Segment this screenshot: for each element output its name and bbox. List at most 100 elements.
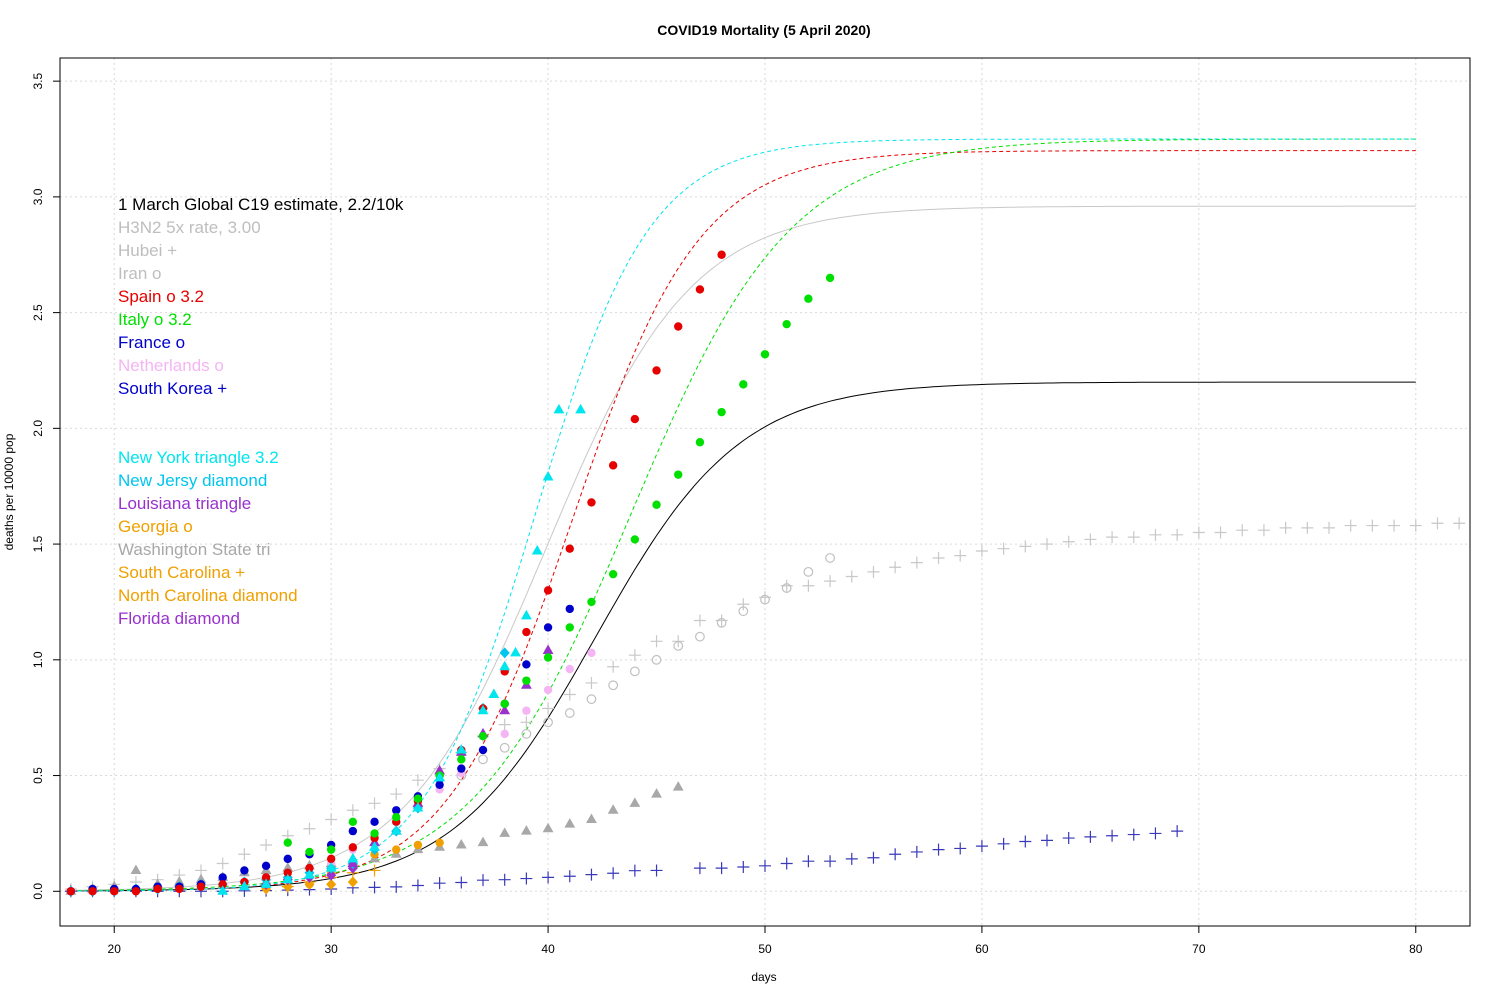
point-iran — [716, 617, 727, 628]
point-south-korea — [975, 840, 988, 853]
point-south-korea — [910, 845, 923, 858]
point-italy — [760, 350, 770, 359]
point-italy — [695, 438, 705, 447]
point-spain — [88, 887, 97, 896]
point-washington-state — [130, 864, 142, 874]
point-iran — [825, 553, 835, 563]
point-hubei — [1084, 533, 1097, 546]
point-new-york — [325, 862, 337, 872]
legend-entry: Italy o 3.2 — [118, 310, 192, 329]
point-italy — [674, 470, 683, 479]
point-iran — [673, 641, 684, 651]
point-italy — [500, 699, 509, 708]
point-italy — [370, 829, 379, 838]
point-florida — [326, 869, 337, 881]
x-tick-label: 70 — [1192, 942, 1206, 956]
point-italy — [522, 676, 531, 685]
point-france — [435, 780, 444, 790]
point-washington-state — [195, 873, 207, 884]
point-iran — [803, 566, 814, 577]
point-iran — [760, 594, 770, 605]
point-hubei — [1192, 526, 1205, 539]
point-new-york — [488, 688, 500, 699]
point-italy — [543, 653, 553, 662]
grid-layer — [60, 58, 1470, 926]
point-north-carolina — [282, 881, 293, 893]
point-new-jersey — [499, 647, 510, 659]
point-france — [392, 806, 401, 815]
y-tick-label: 3.0 — [31, 188, 45, 205]
x-tick-label: 50 — [758, 942, 772, 956]
legend-entry: South Carolina + — [118, 563, 245, 582]
point-italy — [283, 838, 292, 847]
point-hubei — [238, 848, 251, 861]
point-new-york — [499, 660, 511, 671]
y-tick-label: 1.0 — [31, 651, 45, 668]
point-new-york — [347, 852, 359, 863]
point-washington-state — [651, 788, 662, 798]
point-south-korea — [650, 864, 663, 877]
point-spain — [608, 461, 618, 470]
point-new-york — [282, 873, 294, 884]
point-washington-state — [520, 825, 532, 835]
point-washington-state — [586, 813, 597, 824]
legend-entry: Spain o 3.2 — [118, 287, 204, 306]
point-netherlands — [500, 729, 509, 739]
point-italy — [565, 623, 574, 632]
point-iran — [543, 717, 553, 728]
point-north-carolina — [304, 878, 315, 890]
point-washington-state — [173, 876, 185, 886]
legend-entry: North Carolina diamond — [118, 586, 298, 605]
point-iran — [738, 606, 749, 617]
x-tick-label: 30 — [324, 942, 338, 956]
point-new-york — [553, 403, 565, 414]
point-south-korea — [607, 867, 620, 880]
point-italy — [305, 847, 314, 857]
x-axis-label: days — [751, 970, 776, 984]
point-hubei — [650, 635, 663, 648]
x-tick-label: 80 — [1409, 942, 1423, 956]
point-hubei — [542, 702, 555, 715]
point-hubei — [1236, 524, 1249, 537]
point-hubei — [693, 614, 706, 627]
point-south-korea — [824, 855, 837, 868]
point-netherlands — [587, 648, 596, 658]
point-louisiana — [434, 764, 446, 775]
point-italy — [825, 273, 835, 283]
point-georgia — [392, 845, 401, 854]
point-france — [457, 764, 466, 773]
y-tick-label: 2.0 — [31, 420, 45, 437]
point-new-york — [455, 744, 467, 754]
point-italy — [804, 294, 813, 303]
legend-entry: Washington State tri — [118, 540, 270, 559]
point-france — [218, 873, 227, 882]
point-south-korea — [1084, 830, 1097, 843]
point-south-korea — [997, 837, 1010, 850]
point-netherlands — [522, 706, 531, 715]
point-hubei — [325, 813, 338, 826]
point-washington-state — [629, 797, 641, 807]
point-south-korea — [628, 864, 641, 877]
point-hubei — [1344, 519, 1357, 532]
point-iran — [564, 708, 575, 718]
point-spain — [587, 498, 596, 507]
point-spain — [218, 880, 227, 889]
x-tick-label: 20 — [108, 942, 122, 956]
point-washington-state — [455, 838, 467, 849]
point-spain — [326, 854, 336, 864]
point-south-korea — [867, 851, 880, 864]
point-new-york — [477, 704, 489, 715]
legend-entry: Georgia o — [118, 517, 193, 536]
point-spain — [652, 366, 661, 375]
point-spain — [522, 627, 531, 637]
point-france — [348, 826, 358, 836]
point-hubei — [910, 556, 923, 569]
point-south-korea — [693, 862, 706, 875]
point-hubei — [411, 774, 424, 787]
point-hubei — [563, 688, 576, 701]
chart-title: COVID19 Mortality (5 April 2020) — [657, 22, 870, 38]
point-hubei — [1388, 519, 1401, 532]
point-hubei — [390, 788, 403, 801]
point-hubei — [1257, 524, 1270, 537]
legend-entry: France o — [118, 333, 185, 352]
